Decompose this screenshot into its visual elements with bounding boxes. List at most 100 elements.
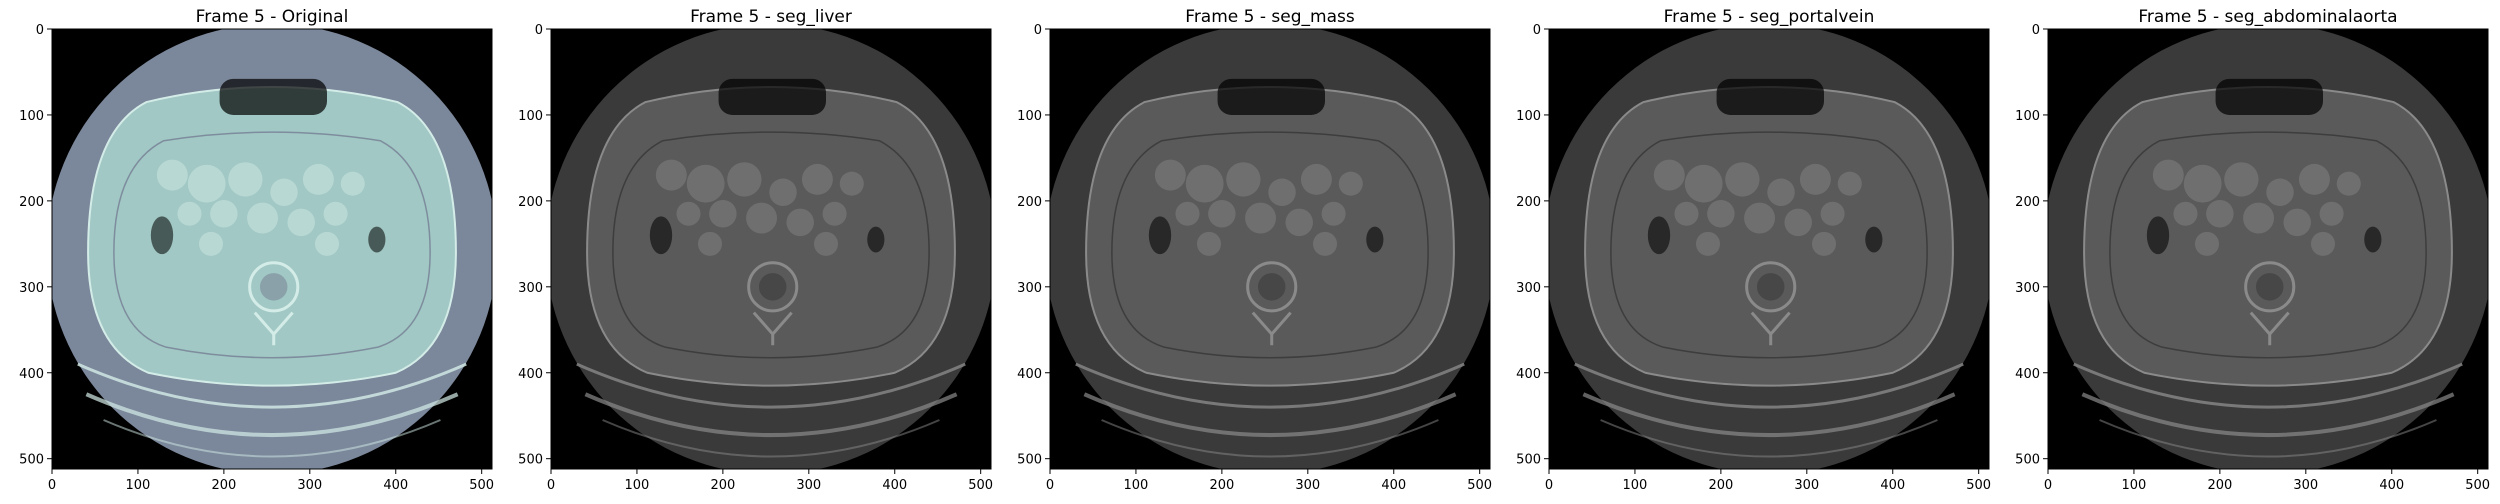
y-tick-label: 100 (1516, 109, 1541, 124)
table-arc (1075, 362, 1465, 409)
abdominal-cavity (612, 131, 930, 359)
bowel-loop (210, 200, 238, 228)
bowel-loop (2152, 159, 2184, 191)
spinal-canal (259, 273, 288, 301)
y-tick-label: 500 (19, 453, 44, 468)
table-arc (1582, 392, 1956, 438)
x-tick-label: 400 (383, 478, 408, 493)
y-tick-label: 400 (2015, 367, 2040, 382)
bowel-loop (1744, 202, 1776, 234)
x-tick-label: 0 (1545, 478, 1553, 493)
axes-frame (1049, 28, 1491, 470)
bowel-loop (2194, 231, 2220, 256)
y-tick-label: 500 (1516, 453, 1541, 468)
x-tick-label: 500 (1966, 478, 1991, 493)
x-tick-label: 200 (2207, 478, 2232, 493)
x-tick-label: 500 (968, 478, 993, 493)
y-tick-label: 400 (1017, 367, 1042, 382)
panel-1: Frame 5 - Original 0 100 200 300 400 500 0 100 20… (19, 7, 494, 493)
vertebra (747, 261, 799, 313)
bowel-gas (1217, 78, 1325, 115)
abdominal-cavity (113, 131, 431, 359)
bowel-loop (228, 162, 263, 197)
bowel-loop (697, 231, 723, 256)
table-arc (103, 419, 441, 458)
bowel-loop (1837, 171, 1862, 196)
bowel-loop (1674, 201, 1699, 226)
panel-5: Frame 5 - seg_abdominalaorta 0 100 200 300 40… (2015, 7, 2490, 493)
bowel-loop (287, 208, 315, 237)
x-tick-label: 0 (48, 478, 56, 493)
y-tick-label: 200 (1516, 195, 1541, 210)
ct-image (1050, 29, 1490, 469)
bowel-loop (1653, 159, 1685, 191)
table-arc (1083, 392, 1457, 438)
spinous-process (1251, 311, 1292, 337)
bowel-loop (676, 201, 701, 226)
y-tick-label: 500 (518, 453, 543, 468)
x-tick-label: 0 (547, 478, 555, 493)
table-arc (602, 419, 940, 458)
table-arc (1101, 419, 1439, 458)
spinal-canal (758, 273, 787, 301)
bowel-loop (1695, 231, 1721, 256)
axes-frame (51, 28, 493, 470)
y-tick-label: 500 (1017, 453, 1042, 468)
x-tick-label: 400 (1880, 478, 1905, 493)
dark-structure (1148, 216, 1172, 255)
y-tick-label: 0 (1034, 23, 1042, 38)
bowel-loop (1245, 202, 1277, 234)
bowel-loop (1684, 164, 1723, 203)
axes-frame (1548, 28, 1990, 470)
x-tick-label: 200 (211, 478, 236, 493)
bowel-loop (1268, 178, 1296, 207)
bowel-loop (2336, 171, 2361, 196)
dark-structure (1647, 216, 1671, 255)
y-tick-label: 0 (36, 23, 44, 38)
bowel-loop (1175, 201, 1200, 226)
x-tick-label: 300 (796, 478, 821, 493)
bowel-loop (746, 202, 778, 234)
y-tick-label: 200 (19, 195, 44, 210)
bowel-loop (1811, 231, 1837, 256)
bowel-gas (2215, 78, 2323, 115)
bowel-loop (1154, 159, 1186, 191)
dark-structure (2146, 216, 2170, 255)
dark-structure (649, 216, 673, 255)
x-tick-label: 300 (297, 478, 322, 493)
bowel-loop (1799, 163, 1831, 195)
table-arc (85, 392, 459, 438)
bowel-loop (314, 231, 340, 256)
x-tick-label: 200 (1209, 478, 1234, 493)
y-tick-label: 100 (2015, 109, 2040, 124)
x-tick-label: 100 (1623, 478, 1648, 493)
bowel-loop (2206, 200, 2234, 228)
axes-frame (550, 28, 992, 470)
y-tick-label: 200 (518, 195, 543, 210)
bowel-loop (1820, 201, 1845, 226)
dark-structure (867, 226, 885, 253)
table-arc (576, 362, 966, 409)
x-tick-label: 500 (2465, 478, 2490, 493)
panel-4: Frame 5 - seg_portalvein 0 100 200 300 400 500… (1516, 7, 1991, 493)
panel-title: Frame 5 - seg_mass (1185, 7, 1355, 27)
x-tick-label: 100 (2122, 478, 2147, 493)
bowel-loop (655, 159, 687, 191)
bowel-loop (1767, 178, 1795, 207)
bowel-loop (302, 163, 334, 195)
x-tick-label: 200 (1708, 478, 1733, 493)
table-arc (77, 362, 467, 409)
bowel-loop (2266, 178, 2294, 207)
bowel-loop (1725, 162, 1760, 197)
bowel-gas (219, 78, 327, 115)
vertebra (1745, 261, 1797, 313)
bowel-loop (340, 171, 365, 196)
bowel-gas (1716, 78, 1824, 115)
panel-title: Frame 5 - seg_abdominalaorta (2138, 7, 2397, 27)
table-arc (2081, 392, 2455, 438)
bowel-loop (323, 201, 348, 226)
vertebra (248, 261, 300, 313)
dark-structure (368, 226, 386, 253)
x-tick-label: 300 (2293, 478, 2318, 493)
ct-image (551, 29, 991, 469)
